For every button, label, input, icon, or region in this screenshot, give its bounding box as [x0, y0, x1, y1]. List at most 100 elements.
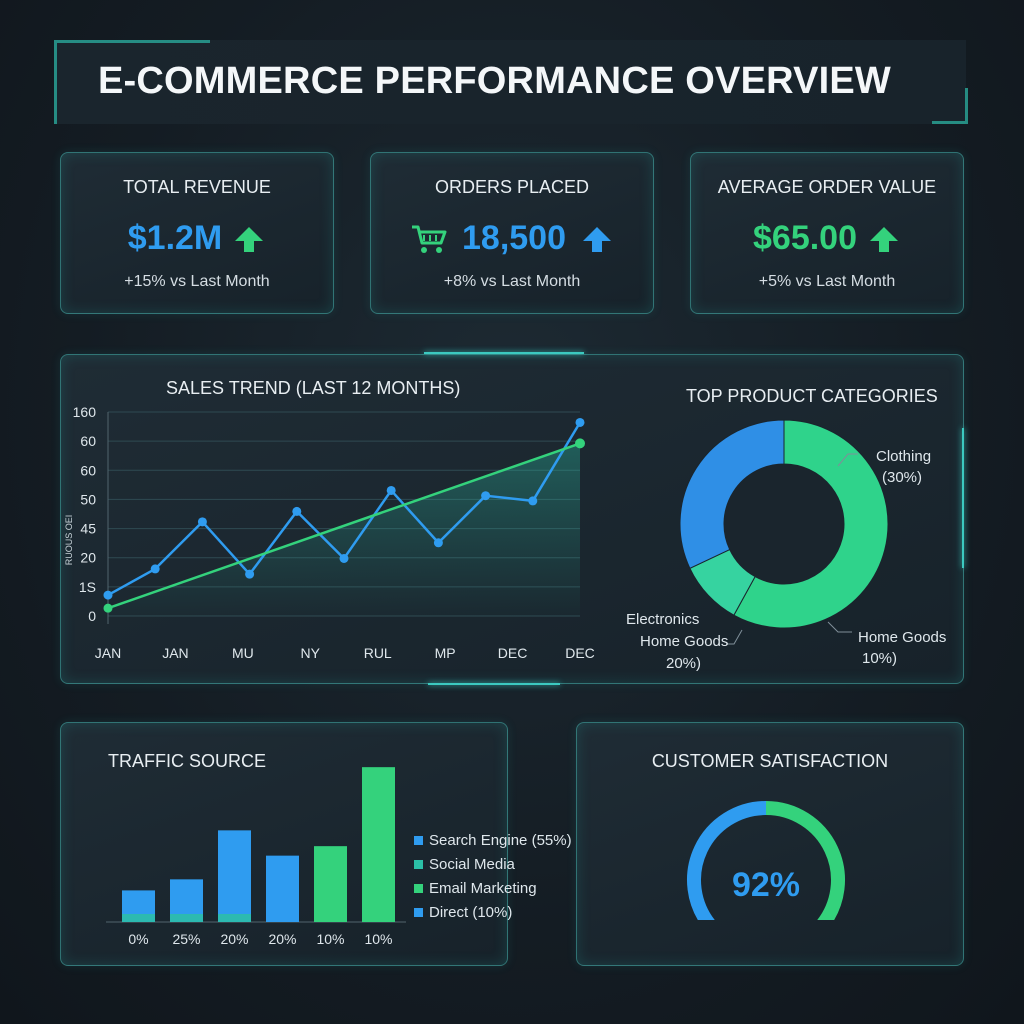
- sales-point: [103, 590, 113, 600]
- legend-label: Direct (10%): [429, 903, 513, 921]
- sales-point: [292, 506, 302, 516]
- legend-swatch: [414, 883, 423, 893]
- trend-up-arrow-icon: [583, 226, 611, 252]
- legend-label: Email Marketing: [429, 879, 537, 897]
- sales-trend-title: SALES TREND (LAST 12 MONTHS): [166, 378, 461, 398]
- x-tick-label: 20%: [220, 931, 248, 947]
- kpi-card-average-order-value[interactable]: AVERAGE ORDER VALUE $65.00 +5% vs Last M…: [690, 152, 964, 314]
- trend-point: [575, 438, 585, 449]
- satisfaction-value: 92%: [732, 866, 800, 904]
- legend-label: Social Media: [429, 855, 515, 873]
- x-tick-label: 10%: [316, 931, 344, 947]
- x-tick-label: RUL: [364, 645, 392, 661]
- sales-point: [528, 496, 538, 506]
- legend-swatch: [414, 907, 423, 917]
- x-tick-label: NY: [301, 645, 321, 661]
- legend-item-social-media: Social Media: [414, 852, 572, 876]
- kpi-change: +8% vs Last Month: [443, 273, 581, 290]
- x-tick-label: 20%: [268, 931, 296, 947]
- kpi-change: +5% vs Last Month: [758, 273, 896, 290]
- y-tick-label: 160: [73, 404, 97, 420]
- legend-item-search-engine: Search Engine (55%): [414, 828, 572, 852]
- kpi-value: 18,500: [462, 219, 566, 257]
- x-tick-label: 25%: [172, 931, 200, 947]
- trend-up-arrow-icon: [235, 226, 264, 252]
- home-goods-label-right: Home Goods: [858, 629, 946, 646]
- home-goods-pct-right: 10%): [862, 650, 897, 667]
- traffic-bar: [218, 830, 251, 922]
- top-categories-title: TOP PRODUCT CATEGORIES: [686, 386, 938, 406]
- clothing-label: Clothing: [876, 448, 931, 465]
- panel-glow-accent: [428, 683, 560, 685]
- legend-swatch: [414, 835, 423, 845]
- kpi-card-orders-placed[interactable]: ORDERS PLACED 18,500 +8% vs Last Month: [370, 152, 654, 314]
- customer-satisfaction-title: CUSTOMER SATISFACTION: [651, 751, 889, 771]
- sales-point: [150, 564, 160, 574]
- sales-point: [575, 417, 585, 427]
- legend-label: Search Engine (55%): [429, 831, 572, 849]
- gauge-arc-right: [765, 801, 845, 920]
- traffic-bar-base-segment: [122, 914, 155, 922]
- traffic-bar: [362, 767, 395, 922]
- y-axis-label: RUOUS OEI: [64, 515, 74, 566]
- y-tick-label: 60: [80, 462, 96, 478]
- home-goods-pct-left: 20%): [666, 655, 701, 672]
- y-tick-label: 20: [80, 550, 96, 566]
- traffic-legend: Search Engine (55%) Social Media Email M…: [414, 828, 572, 924]
- kpi-label: AVERAGE ORDER VALUE: [717, 177, 937, 197]
- x-tick-label: DEC: [498, 645, 528, 661]
- kpi-label: TOTAL REVENUE: [123, 177, 271, 197]
- sales-point: [245, 569, 255, 579]
- trend-up-arrow-icon: [870, 226, 898, 252]
- gauge-arc-left: [687, 801, 767, 920]
- sales-point: [339, 553, 349, 563]
- x-tick-label: DEC: [565, 645, 595, 661]
- y-tick-label: 45: [80, 521, 96, 537]
- traffic-bar-base-segment: [170, 914, 203, 922]
- customer-satisfaction-panel: [576, 722, 964, 966]
- sales-point: [481, 491, 491, 501]
- trend-point: [103, 603, 113, 613]
- kpi-value: $65.00: [753, 219, 857, 257]
- traffic-source-chart: 0% 25% 20% 20% 10% 10%: [106, 767, 406, 947]
- x-tick-label: 0%: [128, 931, 148, 947]
- x-tick-label: MP: [435, 645, 456, 661]
- kpi-label: ORDERS PLACED: [434, 177, 590, 197]
- legend-item-email-marketing: Email Marketing: [414, 876, 572, 900]
- page-title: E-COMMERCE PERFORMANCE OVERVIEW: [98, 60, 891, 102]
- traffic-source-title: TRAFFIC SOURCE: [108, 751, 267, 771]
- legend-swatch: [414, 859, 423, 869]
- y-tick-label: 60: [80, 433, 96, 449]
- panel-glow-accent: [424, 352, 584, 354]
- x-tick-label: 10%: [364, 931, 392, 947]
- y-tick-label: 0: [88, 608, 96, 624]
- title-corner-accent: [54, 40, 210, 124]
- legend-item-direct: Direct (10%): [414, 900, 572, 924]
- kpi-change: +15% vs Last Month: [124, 273, 270, 290]
- traffic-bar: [266, 855, 299, 922]
- kpi-card-total-revenue[interactable]: TOTAL REVENUE $1.2M +15% vs Last Month: [60, 152, 334, 314]
- sales-point: [386, 485, 396, 495]
- traffic-bar: [314, 846, 347, 922]
- traffic-bar-base-segment: [218, 914, 251, 922]
- x-tick-label: MU: [232, 645, 254, 661]
- kpi-value: $1.2M: [127, 219, 223, 257]
- x-tick-label: JAN: [162, 645, 188, 661]
- panel-glow-accent: [962, 428, 964, 568]
- title-bar: [54, 40, 966, 124]
- donut-hole: [724, 464, 844, 584]
- y-tick-label: 50: [80, 491, 96, 507]
- sales-point: [197, 517, 207, 527]
- electronics-label: Electronics: [626, 611, 699, 628]
- traffic-source-panel: [60, 722, 508, 966]
- y-tick-label: 1S: [79, 579, 96, 595]
- clothing-pct-label: (30%): [882, 469, 922, 486]
- top-categories-donut: Clothing (30%) Home Goods 10%) Electronics Ho…: [626, 419, 946, 672]
- sales-trend-chart: RUOUS OEI 0 1S 20 45 50 60 60 160 JAN JAN MU NY RUL M…: [64, 404, 595, 661]
- x-tick-label: JAN: [95, 645, 121, 661]
- title-corner-accent: [932, 88, 968, 124]
- shopping-cart-icon: [412, 225, 447, 253]
- trend-line: [107, 442, 581, 610]
- home-goods-label-left: Home Goods: [640, 633, 728, 650]
- sales-point: [433, 538, 443, 548]
